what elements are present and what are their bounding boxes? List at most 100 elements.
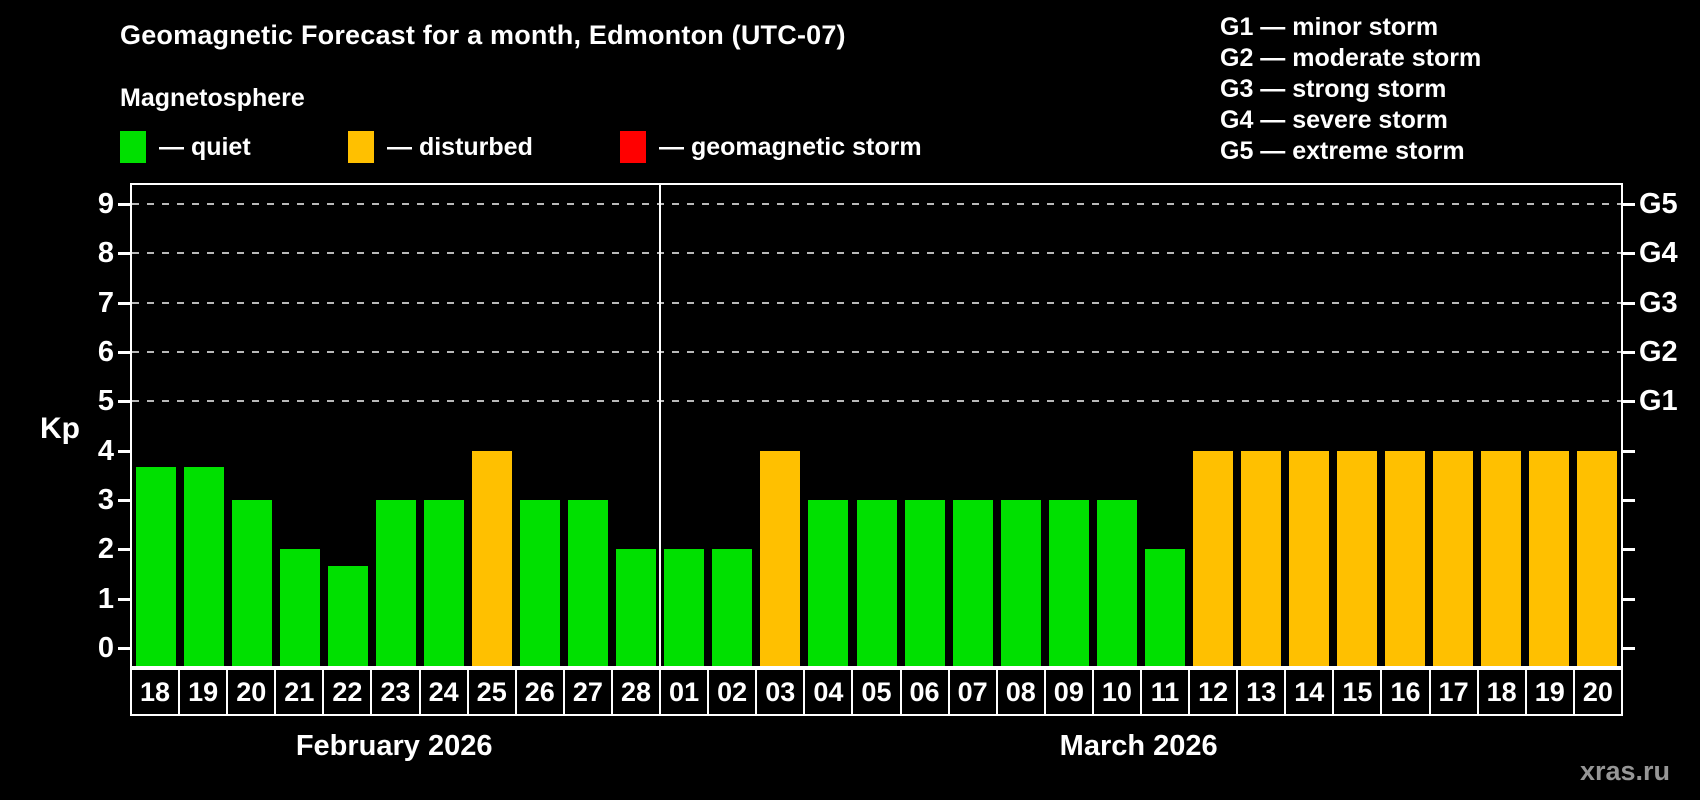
right-axis-label-g1: G1 bbox=[1639, 385, 1678, 418]
kp-bar-day-18 bbox=[136, 466, 177, 666]
day-label-13: 13 bbox=[1238, 668, 1287, 716]
y-tick-left-3 bbox=[118, 499, 130, 502]
kp-bar-day-11 bbox=[1144, 549, 1185, 666]
legend-item-quiet: — quiet bbox=[120, 130, 251, 164]
y-axis-label-1: 1 bbox=[97, 582, 114, 615]
gridline-kp9 bbox=[132, 203, 1621, 205]
y-tick-left-0 bbox=[118, 647, 130, 650]
storm-scale-line-g3: G3 — strong storm bbox=[1220, 75, 1447, 103]
y-axis-label-3: 3 bbox=[97, 484, 114, 516]
y-tick-left-2 bbox=[118, 548, 130, 552]
quiet-color-swatch bbox=[120, 131, 146, 163]
y-tick-right-3 bbox=[1623, 499, 1635, 502]
y-tick-left-4 bbox=[118, 449, 130, 453]
y-axis-label-8: 8 bbox=[97, 237, 114, 270]
kp-bar-day-20 bbox=[232, 500, 273, 666]
y-tick-left-8 bbox=[118, 252, 130, 256]
month-separator bbox=[659, 185, 662, 666]
kp-bar-day-05 bbox=[856, 500, 897, 666]
y-tick-right-5 bbox=[1623, 400, 1635, 404]
kp-bar-day-07 bbox=[952, 500, 993, 666]
kp-bar-day-23 bbox=[376, 500, 417, 666]
y-tick-right-0 bbox=[1623, 647, 1635, 650]
kp-bar-day-13 bbox=[1240, 450, 1281, 666]
kp-bar-day-08 bbox=[1000, 500, 1041, 666]
y-tick-right-7 bbox=[1623, 301, 1635, 305]
y-tick-right-6 bbox=[1623, 351, 1635, 354]
kp-bar-day-18 bbox=[1480, 450, 1521, 666]
y-tick-right-1 bbox=[1623, 597, 1635, 601]
day-label-16: 16 bbox=[1382, 668, 1431, 716]
kp-bar-day-28 bbox=[616, 549, 657, 666]
kp-bar-day-10 bbox=[1096, 500, 1137, 666]
plot-area: 0 1 2 3 4 5 6 7 8 9 G1 G2 G3 G4 G5 bbox=[98, 183, 1678, 668]
y-tick-right-2 bbox=[1623, 548, 1635, 552]
magnetosphere-label: Magnetosphere bbox=[120, 84, 305, 112]
y-tick-right-8 bbox=[1623, 252, 1635, 256]
kp-bar-day-17 bbox=[1432, 450, 1473, 666]
day-label-08: 08 bbox=[997, 668, 1046, 716]
legend-label-storm: — geomagnetic storm bbox=[659, 132, 922, 161]
kp-bar-day-15 bbox=[1336, 450, 1377, 666]
right-axis-label-g2: G2 bbox=[1639, 336, 1678, 368]
day-label-22: 22 bbox=[324, 668, 373, 716]
legend-item-storm: — geomagnetic storm bbox=[620, 130, 922, 164]
day-label-21: 21 bbox=[276, 668, 325, 716]
storm-scale-line-g1: G1 — minor storm bbox=[1220, 13, 1439, 41]
kp-bar-day-25 bbox=[472, 450, 513, 666]
storm-scale-line-g2: G2 — moderate storm bbox=[1220, 44, 1482, 72]
right-axis-label-g4: G4 bbox=[1639, 237, 1678, 270]
y-axis-label-2: 2 bbox=[97, 533, 114, 566]
kp-bar-day-06 bbox=[904, 500, 945, 666]
y-tick-right-4 bbox=[1623, 449, 1635, 453]
page-title: Geomagnetic Forecast for a month, Edmont… bbox=[120, 20, 846, 50]
storm-scale-line-g5: G5 — extreme storm bbox=[1220, 137, 1465, 165]
storm-scale-line-g4: G4 — severe storm bbox=[1220, 106, 1448, 134]
day-label-07: 07 bbox=[949, 668, 998, 716]
day-label-14: 14 bbox=[1286, 668, 1335, 716]
day-label-05: 05 bbox=[853, 668, 902, 716]
y-tick-left-7 bbox=[118, 301, 130, 305]
day-label-10: 10 bbox=[1093, 668, 1142, 716]
day-label-18: 18 bbox=[130, 668, 181, 716]
day-label-02: 02 bbox=[709, 668, 758, 716]
storm-color-swatch bbox=[620, 131, 646, 163]
day-label-25: 25 bbox=[468, 668, 517, 716]
month-label-1: March 2026 bbox=[1059, 730, 1218, 762]
day-label-12: 12 bbox=[1190, 668, 1239, 716]
kp-bar-day-02 bbox=[712, 549, 753, 666]
day-label-01: 01 bbox=[661, 668, 710, 716]
y-tick-left-1 bbox=[118, 597, 130, 601]
kp-bar-day-04 bbox=[808, 500, 849, 666]
kp-bar-day-14 bbox=[1288, 450, 1329, 666]
day-label-03: 03 bbox=[757, 668, 806, 716]
legend-label-quiet: — quiet bbox=[159, 132, 251, 161]
kp-bar-day-09 bbox=[1048, 500, 1089, 666]
gridline-kp6 bbox=[132, 351, 1621, 353]
day-label-15: 15 bbox=[1334, 668, 1383, 716]
day-label-09: 09 bbox=[1045, 668, 1094, 716]
day-label-18: 18 bbox=[1478, 668, 1527, 716]
y-axis-label-4: 4 bbox=[97, 434, 114, 467]
y-axis-label-5: 5 bbox=[97, 385, 114, 418]
day-label-26: 26 bbox=[516, 668, 565, 716]
y-axis-title: Kp bbox=[40, 412, 80, 445]
right-axis-label-g5: G5 bbox=[1639, 188, 1678, 220]
kp-bar-day-01 bbox=[664, 549, 705, 666]
kp-bar-day-26 bbox=[520, 500, 561, 666]
storm-scale-legend: G1 — minor storm G2 — moderate storm G3 … bbox=[1220, 12, 1481, 167]
kp-bar-day-24 bbox=[424, 500, 465, 666]
y-axis-label-0: 0 bbox=[97, 632, 114, 664]
y-axis-label-9: 9 bbox=[97, 188, 114, 220]
day-label-24: 24 bbox=[420, 668, 469, 716]
month-label-0: February 2026 bbox=[295, 730, 493, 762]
day-label-20: 20 bbox=[228, 668, 277, 716]
day-label-04: 04 bbox=[805, 668, 854, 716]
kp-bar-day-19 bbox=[1528, 450, 1569, 666]
disturbed-color-swatch bbox=[348, 131, 374, 163]
y-tick-left-5 bbox=[118, 400, 130, 404]
month-label-row: February 2026 March 2026 bbox=[130, 730, 1623, 770]
day-label-28: 28 bbox=[612, 668, 662, 716]
y-tick-right-9 bbox=[1623, 203, 1635, 206]
kp-bar-day-12 bbox=[1192, 450, 1233, 666]
